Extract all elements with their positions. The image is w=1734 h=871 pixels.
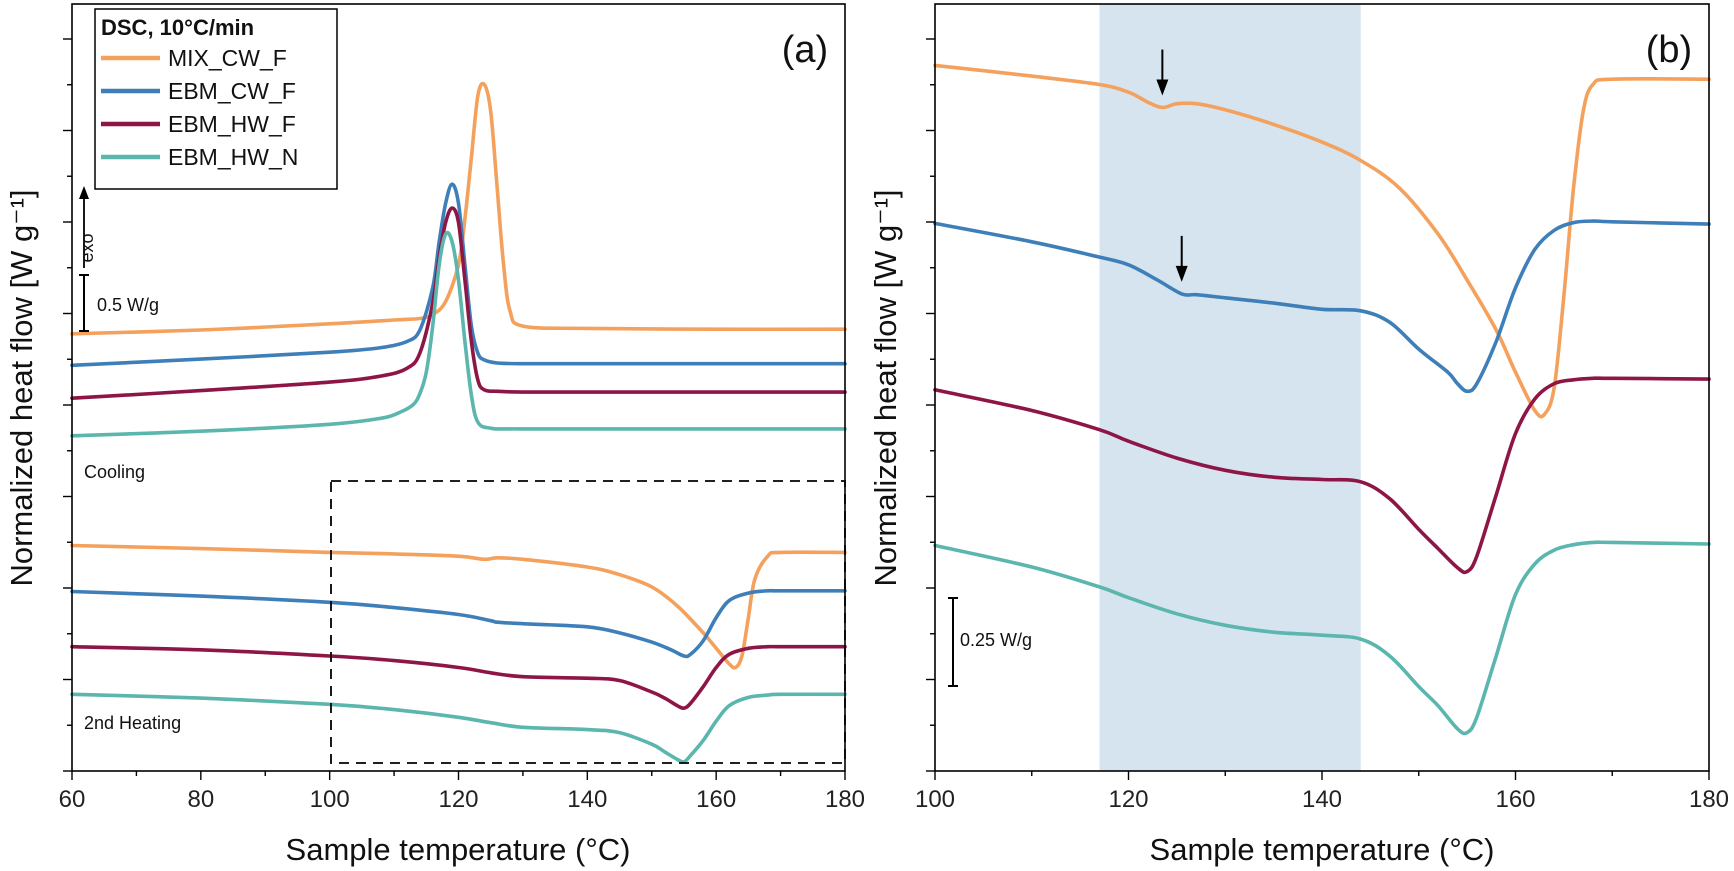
x-tick-label: 180 <box>825 786 865 813</box>
zoom-region-box <box>330 480 846 764</box>
panel-b-scale-bar: 0.25 W/g <box>948 597 1032 687</box>
series-ebm-hw-n-heating-zoom <box>933 540 1711 736</box>
panel-a-label: (a) <box>782 29 828 71</box>
legend-entries: MIX_CW_F EBM_CW_F EBM_HW_F EBM_HW_N <box>101 45 298 170</box>
scale-bar-label: 0.25 W/g <box>960 630 1032 650</box>
panel-a: 60 80 100 120 140 160 180 (a) Sample temperatu… <box>4 3 865 867</box>
panel-b: 100 120 140 160 180 (b) Sample temperature (… <box>868 3 1729 867</box>
series-mix-cw-f-cooling <box>70 81 847 336</box>
series-ebm-hw-f-2nd-heating <box>70 644 847 710</box>
legend-entry-label: MIX_CW_F <box>168 45 287 71</box>
series-ebm-cw-f-2nd-heating <box>70 588 847 659</box>
x-tick-label: 120 <box>438 786 478 813</box>
transition-arrow-head <box>1156 79 1169 96</box>
x-tick-label: 140 <box>567 786 607 813</box>
x-tick-label: 100 <box>310 786 350 813</box>
series-ebm-hw-f-heating-zoom <box>933 376 1711 575</box>
x-tick-label: 120 <box>1108 786 1148 813</box>
panel-b-curves <box>933 63 1711 736</box>
series-ebm-hw-n-2nd-heating <box>70 692 847 764</box>
exo-label: exo <box>77 233 97 262</box>
panel-b-label: (b) <box>1646 29 1692 71</box>
panel-b-y-axis-title: Normalized heat flow [W g⁻¹] <box>868 189 903 586</box>
x-tick-label: 80 <box>187 786 214 813</box>
series-ebm-cw-f-heating-zoom <box>933 219 1711 394</box>
x-tick-label: 100 <box>915 786 955 813</box>
x-tick-label: 180 <box>1689 786 1729 813</box>
scale-bar-label: 0.5 W/g <box>97 295 159 315</box>
cooling-label: Cooling <box>84 462 145 482</box>
x-tick-label: 160 <box>1495 786 1535 813</box>
panel-b-x-axis-title: Sample temperature (°C) <box>1150 832 1495 867</box>
exo-direction-marker: exo <box>77 186 97 268</box>
legend-box <box>94 8 338 190</box>
exo-arrow-head <box>79 186 89 199</box>
panel-b-x-ticks: 100 120 140 160 180 <box>915 771 1729 813</box>
series-ebm-hw-n-cooling <box>70 230 847 438</box>
panel-a-scale-bar: 0.5 W/g <box>79 274 159 332</box>
panel-a-curves <box>70 81 847 764</box>
heating-label: 2nd Heating <box>84 713 181 733</box>
panel-a-y-ticks <box>63 38 72 772</box>
series-ebm-cw-f-cooling <box>70 182 847 368</box>
legend-entry-label: EBM_HW_N <box>168 144 298 170</box>
x-tick-label: 140 <box>1302 786 1342 813</box>
panel-a-x-axis-title: Sample temperature (°C) <box>286 832 631 867</box>
series-ebm-hw-f-cooling <box>70 206 847 400</box>
x-tick-label: 160 <box>696 786 736 813</box>
legend: DSC, 10°C/min MIX_CW_F EBM_CW_F EBM_HW_F EB… <box>94 8 338 190</box>
x-tick-label: 60 <box>59 786 86 813</box>
panel-b-y-ticks <box>926 38 935 772</box>
transition-arrow-head <box>1175 265 1188 282</box>
legend-title: DSC, 10°C/min <box>101 15 254 40</box>
legend-entry-label: EBM_HW_F <box>168 111 296 137</box>
panel-a-y-axis-title: Normalized heat flow [W g⁻¹] <box>4 189 39 586</box>
legend-entry-label: EBM_CW_F <box>168 78 296 104</box>
transition-arrows <box>1156 49 1188 282</box>
panel-a-x-ticks: 60 80 100 120 140 160 180 <box>59 771 865 813</box>
series-mix-cw-f-heating-zoom <box>933 63 1711 419</box>
series-mix-cw-f-2nd-heating <box>70 543 847 670</box>
highlight-band <box>1099 4 1361 771</box>
